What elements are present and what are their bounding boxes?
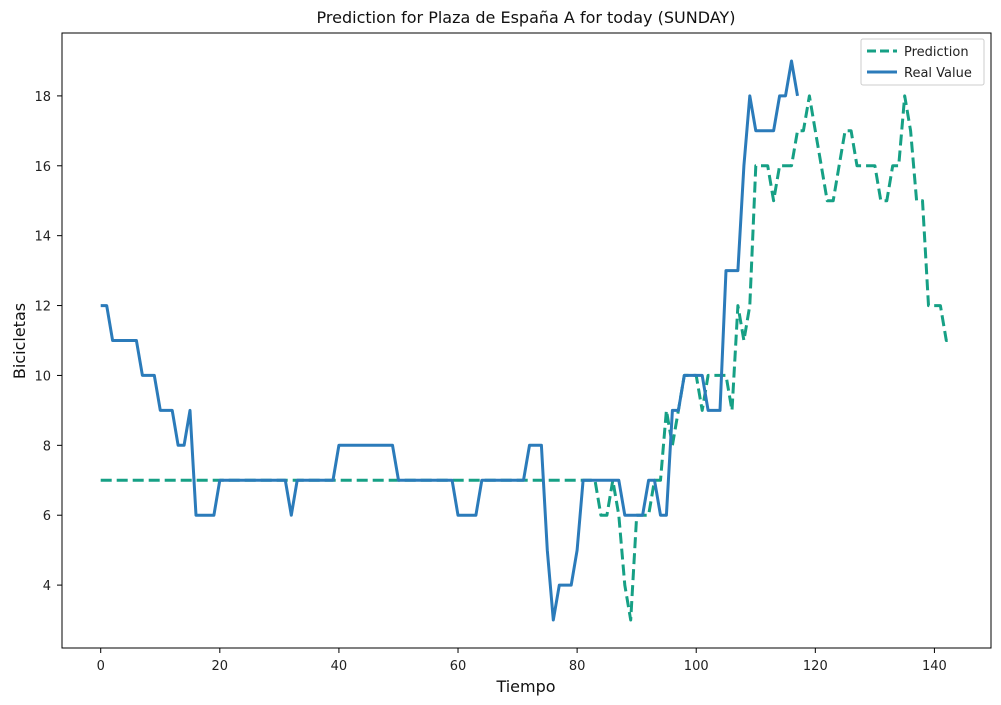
chart-title: Prediction for Plaza de España A for tod…: [317, 8, 736, 27]
x-tick-label: 60: [450, 659, 467, 674]
y-axis-ticks: 4 6 8 10 12 14 16 18: [34, 90, 62, 594]
y-tick-label: 16: [34, 160, 51, 175]
y-tick-label: 10: [34, 369, 51, 384]
y-tick-label: 8: [43, 439, 51, 454]
x-tick-label: 40: [331, 659, 348, 674]
series-line-prediction: [100, 94, 953, 622]
legend-label-real-value: Real Value: [904, 66, 972, 81]
y-axis-title: Bicicletas: [10, 303, 29, 379]
x-axis-ticks: 0 20 40 60 80 100 120 140: [97, 648, 947, 674]
x-tick-label: 140: [922, 659, 947, 674]
x-tick-label: 80: [569, 659, 586, 674]
x-tick-label: 100: [684, 659, 709, 674]
x-tick-label: 20: [212, 659, 229, 674]
legend-label-prediction: Prediction: [904, 45, 969, 60]
y-tick-label: 6: [43, 509, 51, 524]
legend: Prediction Real Value: [860, 38, 985, 86]
y-tick-label: 14: [34, 230, 51, 245]
y-tick-label: 4: [43, 579, 51, 594]
y-tick-label: 12: [34, 300, 51, 315]
series-line-real-value: [100, 59, 799, 622]
x-tick-label: 0: [97, 659, 105, 674]
plot-area-frame: [61, 32, 992, 649]
series-layer: [100, 59, 953, 622]
x-axis-title: Tiempo: [495, 677, 555, 696]
y-tick-label: 18: [34, 90, 51, 105]
x-tick-label: 120: [803, 659, 828, 674]
